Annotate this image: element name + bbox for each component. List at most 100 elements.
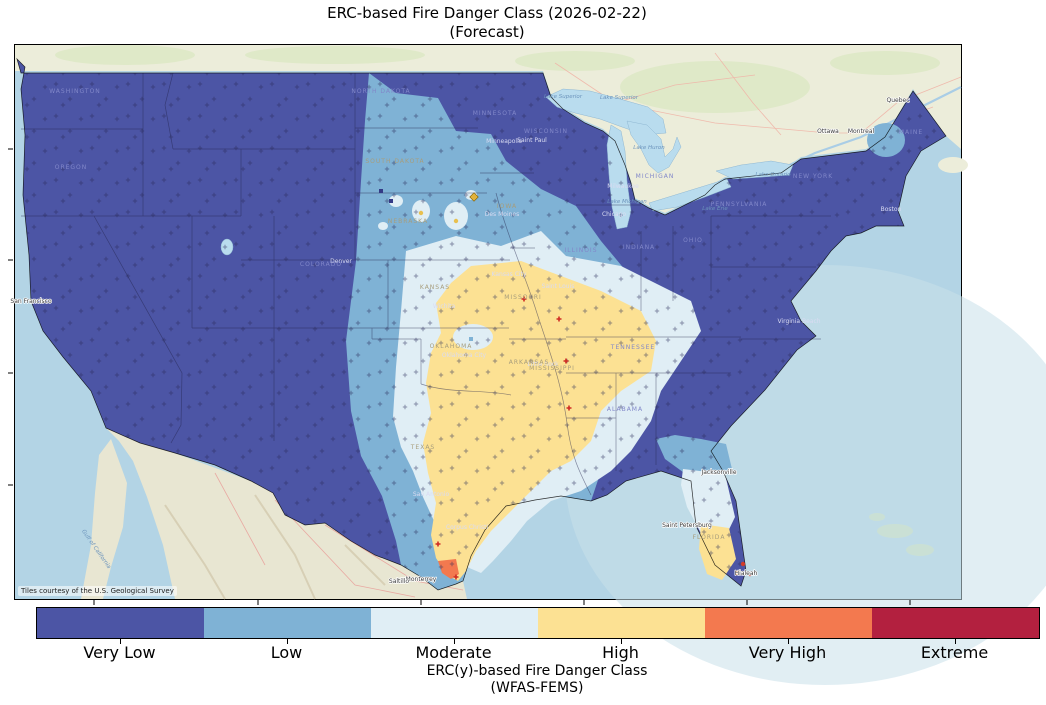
tiles-attribution: Tiles courtesy of the U.S. Geological Su… [18, 586, 177, 596]
map-label: MICHIGAN [636, 173, 675, 180]
map-label: San Antonio [413, 491, 450, 498]
hotspot-marker [389, 199, 393, 203]
map-label: Ottawa [817, 128, 839, 135]
map-label: Monterrey [406, 576, 437, 583]
fire-danger-map: Quebec Ottawa Montreal San Francisco Monterr… [8, 45, 1046, 685]
map-label: Milwaukee [607, 183, 639, 190]
figure-title: ERC-based Fire Danger Class (2026-02-22)… [14, 4, 960, 41]
hotspot-marker [435, 541, 441, 547]
hotspot-markers [379, 189, 753, 580]
map-label: Little Rock [527, 361, 559, 368]
baja-california-land [81, 439, 127, 599]
map-label: MISSOURI [504, 294, 542, 301]
colorbar-segment-very_high [705, 608, 872, 638]
title-line-1: ERC-based Fire Danger Class (2026-02-22) [327, 4, 647, 22]
map-label: WASHINGTON [49, 88, 101, 95]
map-label: Saint Petersburg [662, 522, 712, 529]
map-label: Oklahoma City [442, 352, 487, 359]
map-label: San Francisco [10, 298, 52, 305]
nova-scotia-land [938, 157, 968, 173]
mexico-land [106, 428, 467, 599]
colorbar-tick [620, 639, 622, 644]
map-label: INDIANA [623, 244, 655, 251]
map-label: ALABAMA [607, 406, 643, 413]
map-label: Lake Huron [633, 145, 665, 151]
colorbar-label-low: Low [270, 643, 303, 662]
colorbar-axis-label-line-2: (WFAS-FEMS) [490, 680, 584, 696]
lake-huron [626, 120, 682, 174]
hotspot-marker [521, 296, 527, 302]
map-label: Lake Superior [544, 94, 583, 100]
colorbar-segment-low [204, 608, 371, 638]
map-label: Quebec [886, 97, 909, 104]
map-label: ILLINOIS [564, 247, 597, 254]
map-label: Chicago [602, 211, 626, 218]
axis-ticks [8, 148, 911, 605]
map-label: Boston [881, 206, 902, 213]
map-label: OREGON [55, 164, 88, 171]
map-label: WISCONSIN [524, 128, 568, 135]
map-label: OKLAHOMA [430, 343, 473, 350]
colorbar-tick [954, 639, 956, 644]
hotspot-marker [556, 316, 562, 322]
map-label: Lake Ontario [755, 172, 791, 178]
map-label: Montreal [848, 128, 875, 135]
bahamas-banks [869, 513, 934, 556]
colorbar-tick [787, 639, 789, 644]
map-label: Kansas City [492, 271, 527, 278]
hotspot-marker [469, 337, 473, 341]
map-label: Jacksonville [700, 469, 736, 476]
map-label: Lake Superior [600, 95, 639, 101]
map-label: COLORADO [300, 261, 342, 268]
hotspot-marker [740, 561, 746, 567]
map-label: ARKANSAS [509, 359, 550, 366]
colorbar [36, 607, 1040, 639]
colorbar-axis-label-line-1: ERC(y)-based Fire Danger Class [426, 663, 648, 679]
hotspot-marker [566, 405, 572, 411]
colorbar-label-very_low: Very Low [83, 643, 156, 662]
colorbar-tick [453, 639, 455, 644]
map-label: Denver [330, 258, 352, 265]
map-label: Corpus Christi [446, 524, 489, 531]
map-label: Minneapolis [486, 138, 522, 145]
map-label: MISSISSIPPI [529, 365, 575, 372]
hotspot-marker [734, 570, 740, 576]
station-markers-layer [17, 59, 946, 590]
map-label: TENNESSEE [610, 344, 655, 351]
map-label: NORTH DAKOTA [351, 88, 410, 95]
colorbar-label-high: High [602, 643, 639, 662]
hotspot-marker [747, 571, 753, 577]
map-axes: Quebec Ottawa Montreal San Francisco Monterr… [8, 44, 1046, 685]
title-line-2: (Forecast) [449, 23, 525, 41]
map-label: TEXAS [410, 444, 435, 451]
map-label: Saint Louis [542, 283, 575, 290]
hotspot-marker [418, 210, 424, 216]
canada-terrain [55, 45, 940, 113]
map-label: KANSAS [420, 284, 450, 291]
hotspot-marker [469, 192, 479, 202]
colorbar-segment-high [538, 608, 705, 638]
map-label: FLORIDA [693, 534, 726, 541]
map-label: Saltillo [389, 578, 410, 585]
colorbar-segment-extreme [872, 608, 1039, 638]
map-label: NEW YORK [793, 173, 833, 180]
map-label: IOWA [497, 203, 517, 210]
map-label: Wichita [433, 303, 456, 310]
map-label: Lake Erie [702, 206, 728, 212]
colorbar-segment-very_low [37, 608, 204, 638]
hotspot-marker [563, 358, 569, 364]
hotspot-marker [379, 189, 383, 193]
colorbar-segment-moderate [371, 608, 538, 638]
hotspot-marker [453, 574, 459, 580]
map-label: OHIO [683, 237, 703, 244]
map-label: MAINE [899, 129, 923, 136]
map-label: Hialeah [735, 570, 758, 577]
map-label: Lake Michigan [607, 199, 647, 205]
hotspot-marker [453, 218, 459, 224]
map-label: Des Moines [485, 211, 519, 218]
colorbar-label-very_high: Very High [748, 643, 827, 662]
mexico-terrain [164, 494, 386, 600]
map-label: NEBRASKA [388, 218, 428, 225]
colorbar-tick [119, 639, 121, 644]
